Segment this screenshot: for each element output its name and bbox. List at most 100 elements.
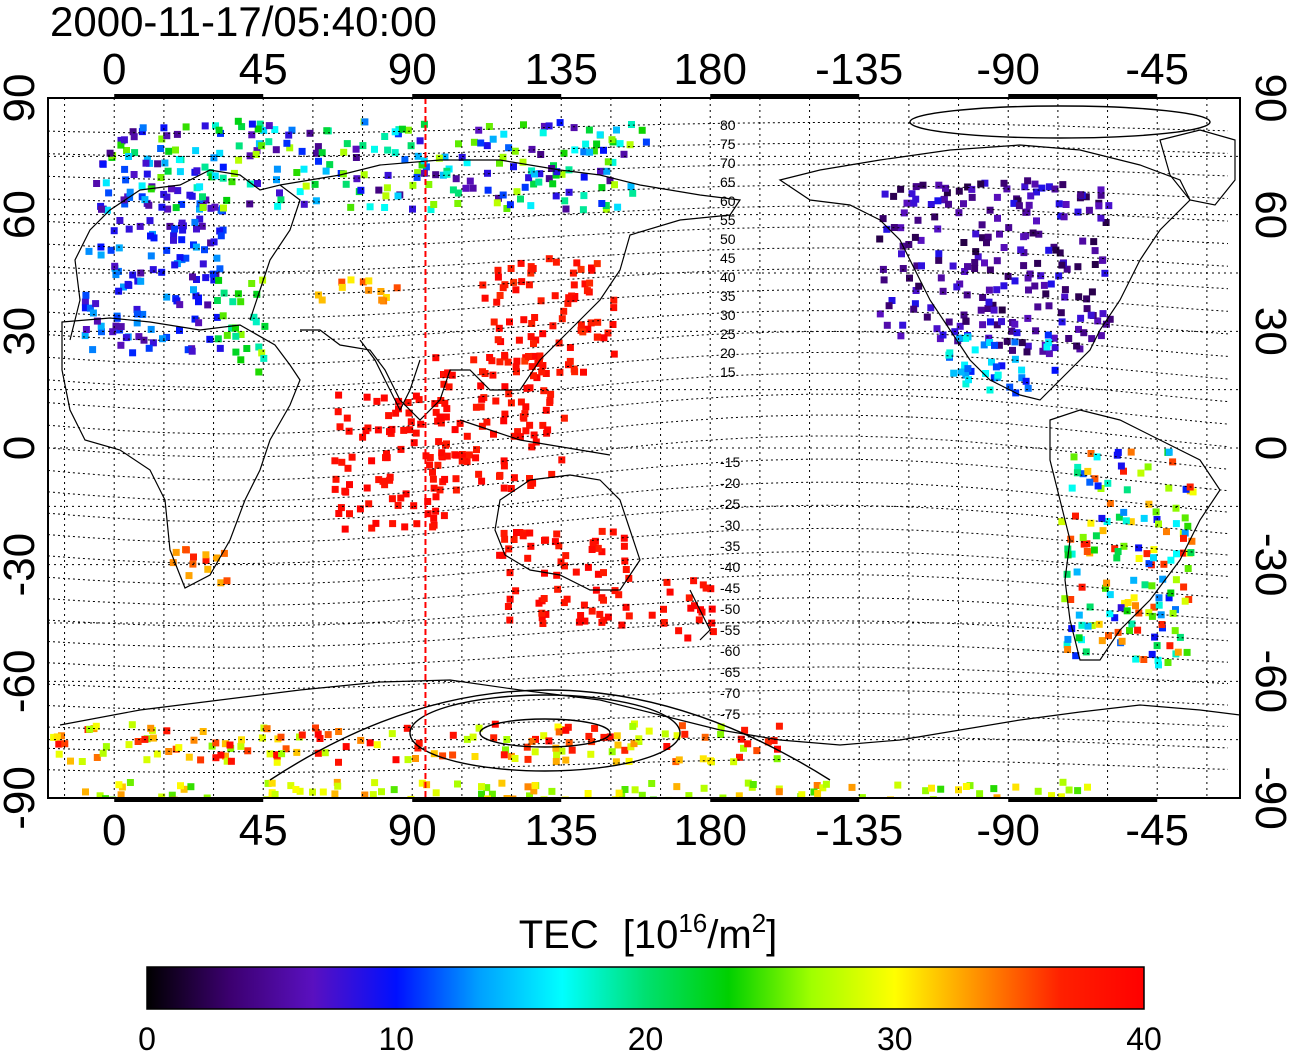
tec-cell xyxy=(1051,344,1059,352)
tec-cell xyxy=(998,306,1006,314)
tec-cell xyxy=(580,173,588,181)
tec-cell xyxy=(554,723,562,731)
tec-cell xyxy=(675,756,683,764)
tec-cell xyxy=(890,192,898,200)
tec-cell xyxy=(588,546,596,553)
latitude-tick-label: -30 xyxy=(0,533,44,597)
tec-cell xyxy=(217,579,225,587)
tec-cell xyxy=(126,188,134,196)
tec-cell xyxy=(1004,272,1012,280)
tec-cell xyxy=(708,619,716,627)
tec-cell xyxy=(520,316,528,324)
tec-cell xyxy=(1080,540,1088,548)
magnetic-latitude-contour xyxy=(48,393,1229,435)
tec-cell xyxy=(322,167,330,175)
tec-cell xyxy=(381,204,389,211)
tec-cell xyxy=(675,627,683,635)
tec-cell xyxy=(507,752,515,760)
tec-cell xyxy=(993,321,1001,329)
magnetic-latitude-contour xyxy=(48,550,1229,586)
tec-cell xyxy=(238,123,246,131)
tec-cell xyxy=(213,254,221,262)
tec-cell xyxy=(365,286,373,294)
tec-cell xyxy=(749,781,757,788)
tec-cell xyxy=(102,795,109,798)
tec-cell xyxy=(681,730,689,738)
tec-cell xyxy=(213,554,220,562)
tec-cell xyxy=(416,137,424,145)
tec-cell xyxy=(1078,583,1086,591)
tec-cell xyxy=(618,621,626,629)
tec-cell xyxy=(361,791,369,798)
tec-cell xyxy=(1084,622,1092,630)
tec-cell xyxy=(985,286,993,294)
tec-cell xyxy=(143,756,151,764)
tec-cell xyxy=(158,268,166,276)
tec-cell xyxy=(1058,518,1066,526)
tec-cell xyxy=(1011,277,1019,285)
tec-cell xyxy=(1150,546,1158,554)
colorbar-tick-label: 10 xyxy=(378,1021,414,1057)
tec-cell xyxy=(168,185,175,193)
tec-cell xyxy=(490,430,497,438)
tec-cell xyxy=(549,322,557,330)
tec-cell xyxy=(98,205,105,213)
tec-cell xyxy=(560,307,568,315)
tec-cell xyxy=(360,171,368,179)
tec-cell xyxy=(357,736,365,744)
tec-cell xyxy=(537,151,545,158)
magnetic-latitude-contour xyxy=(48,142,1229,158)
tec-cell xyxy=(631,786,639,794)
tec-cell xyxy=(436,486,444,494)
tec-cell xyxy=(383,450,390,458)
tec-cell xyxy=(342,743,350,751)
tec-cell xyxy=(146,159,154,167)
tec-cell xyxy=(513,529,520,536)
tec-cell xyxy=(1105,632,1112,640)
tec-cell xyxy=(252,318,260,326)
tec-cell xyxy=(642,138,650,146)
tec-cell xyxy=(1040,281,1048,289)
tec-cell xyxy=(1120,542,1128,550)
tec-cell xyxy=(513,357,521,365)
tec-cell xyxy=(121,200,129,208)
tec-cell xyxy=(905,241,913,248)
tec-cell xyxy=(287,782,295,790)
tec-cell xyxy=(980,341,988,349)
tec-cell xyxy=(202,274,210,282)
magnetic-latitude-contour xyxy=(48,205,1229,227)
tec-cell xyxy=(253,290,261,298)
tec-cell xyxy=(187,783,195,791)
tec-cell xyxy=(129,349,137,357)
tec-cell xyxy=(409,181,417,189)
tec-cell xyxy=(211,172,219,180)
tec-cell xyxy=(586,148,594,156)
tec-cell xyxy=(556,368,564,376)
tec-cell xyxy=(334,782,342,790)
contour-label: 20 xyxy=(720,345,736,361)
tec-cell xyxy=(991,341,998,349)
tec-cell xyxy=(510,278,518,286)
tec-cell xyxy=(272,146,280,154)
tec-cell xyxy=(577,612,585,619)
tec-cell xyxy=(384,171,392,179)
tec-cell xyxy=(149,339,157,347)
tec-cell xyxy=(1135,544,1143,552)
longitude-tick-label: 90 xyxy=(388,806,437,855)
tec-cell xyxy=(987,318,994,326)
tec-cell xyxy=(430,201,438,208)
tec-cell xyxy=(496,358,504,366)
tec-cell xyxy=(625,574,633,582)
tec-cell xyxy=(364,424,372,432)
tec-cell xyxy=(513,368,520,376)
tec-cell xyxy=(298,731,306,739)
tec-cell xyxy=(775,788,783,796)
tec-cell xyxy=(441,399,449,407)
tec-cell xyxy=(112,322,120,330)
tec-cell xyxy=(203,794,211,798)
contour-label: 50 xyxy=(720,231,736,247)
tec-cell xyxy=(117,141,125,149)
tec-cell xyxy=(1051,366,1059,374)
coastlines xyxy=(59,129,1240,746)
tec-cell xyxy=(82,788,89,796)
